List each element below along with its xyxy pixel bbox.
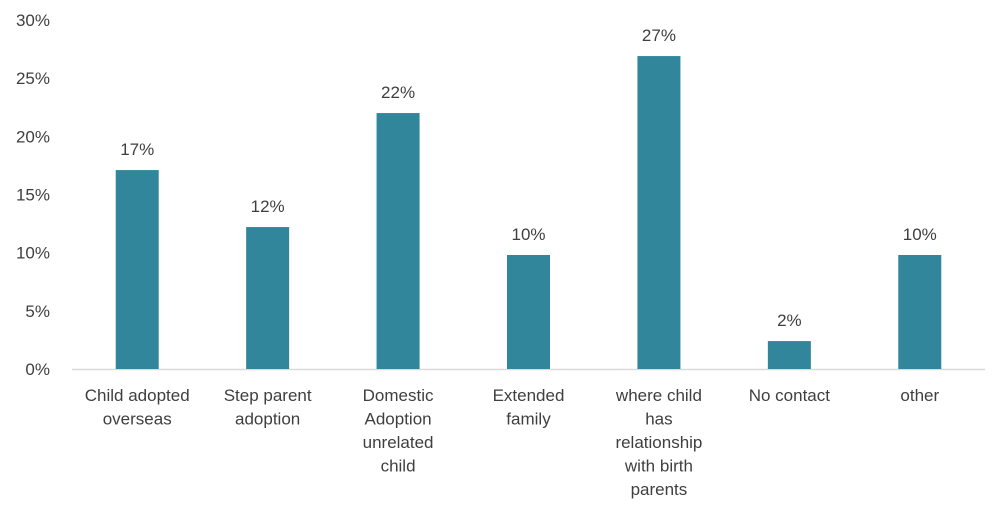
data-label: 22%: [381, 83, 415, 102]
y-tick-label: 0%: [25, 360, 50, 379]
category-labels: Child adopted overseas Step parent adoption…: [85, 386, 940, 499]
data-label: 12%: [251, 197, 285, 216]
category-label-line: adoption: [235, 410, 300, 429]
category-label-line: where child: [615, 386, 702, 405]
category-label-line: with birth: [624, 457, 693, 476]
category-label-line: No contact: [749, 386, 831, 405]
category-label: Child adopted overseas: [85, 386, 190, 429]
category-label-line: Child adopted: [85, 386, 190, 405]
y-tick-label: 5%: [25, 302, 50, 321]
y-tick-label: 20%: [16, 127, 50, 146]
category-label-line: Domestic: [363, 386, 434, 405]
category-label-line: relationship: [615, 433, 702, 452]
category-label-line: Extended: [493, 386, 565, 405]
bar: [246, 227, 290, 369]
bar: [115, 170, 159, 369]
category-label-line: Step parent: [224, 386, 312, 405]
bar: [637, 56, 681, 370]
data-label: 10%: [903, 225, 937, 244]
bar: [507, 254, 550, 369]
category-label-line: child: [381, 457, 416, 476]
category-label: Step parent adoption: [224, 386, 312, 429]
data-labels: 17% 12% 22% 10% 27% 2% 10%: [120, 26, 937, 330]
category-label-line: parents: [631, 480, 688, 499]
category-label: other: [900, 386, 939, 405]
bar: [898, 254, 942, 369]
y-tick-label: 30%: [16, 11, 50, 30]
data-label: 17%: [120, 140, 154, 159]
category-label-line: overseas: [103, 410, 172, 429]
y-tick-label: 10%: [16, 244, 50, 263]
y-tick-label: 25%: [16, 69, 50, 88]
y-axis: 0% 5% 10% 15% 20% 25% 30%: [16, 11, 50, 379]
category-label-line: has: [645, 410, 672, 429]
category-label: where child has relationship with birth pare…: [615, 386, 702, 499]
data-label: 27%: [642, 26, 676, 45]
category-label-line: other: [900, 386, 939, 405]
category-label: Domestic Adoption unrelated child: [363, 386, 434, 476]
category-label-line: family: [506, 410, 551, 429]
data-label: 2%: [777, 311, 802, 330]
y-tick-label: 15%: [16, 186, 50, 205]
bars: [115, 56, 942, 370]
category-label: No contact: [749, 386, 831, 405]
category-label: Extended family: [493, 386, 565, 429]
category-label-line: unrelated: [363, 433, 434, 452]
bar: [376, 113, 420, 369]
bar: [767, 341, 811, 369]
data-label: 10%: [511, 225, 545, 244]
category-label-line: Adoption: [365, 410, 432, 429]
